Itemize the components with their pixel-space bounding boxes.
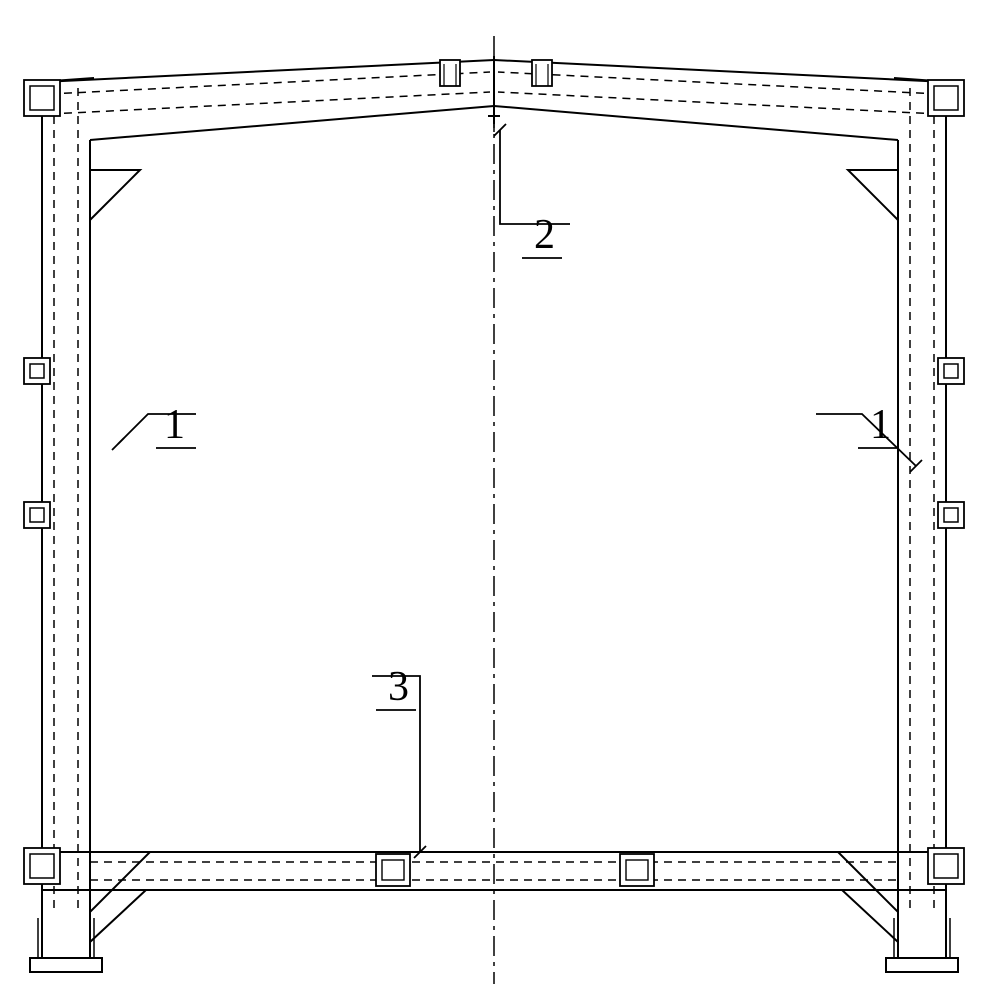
callout-labels: 1 1 2 3 (112, 124, 922, 858)
label-1-left: 1 (164, 402, 185, 448)
label-2: 2 (534, 212, 555, 258)
roof-beam (38, 56, 950, 140)
leader-2 (500, 130, 570, 224)
roof-ridge-brackets (440, 60, 552, 86)
label-1-right: 1 (870, 402, 891, 448)
portal-frame-diagram: 1 1 2 3 (0, 0, 989, 1000)
floor-brackets (376, 854, 654, 886)
label-3: 3 (388, 664, 409, 710)
leader-1-right (816, 414, 916, 466)
